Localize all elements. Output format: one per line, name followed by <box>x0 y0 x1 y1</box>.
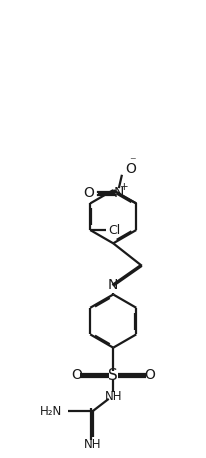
Text: O: O <box>125 162 136 175</box>
Text: ⁻: ⁻ <box>129 156 136 169</box>
Text: S: S <box>108 368 118 383</box>
Text: O: O <box>145 368 156 382</box>
Text: NH: NH <box>84 438 102 451</box>
Text: NH: NH <box>104 390 122 403</box>
Text: N: N <box>114 186 124 200</box>
Text: O: O <box>71 368 82 382</box>
Text: H₂N: H₂N <box>40 404 62 418</box>
Text: +: + <box>120 182 129 192</box>
Text: O: O <box>83 186 94 200</box>
Text: Cl: Cl <box>109 224 121 236</box>
Text: N: N <box>108 278 118 292</box>
